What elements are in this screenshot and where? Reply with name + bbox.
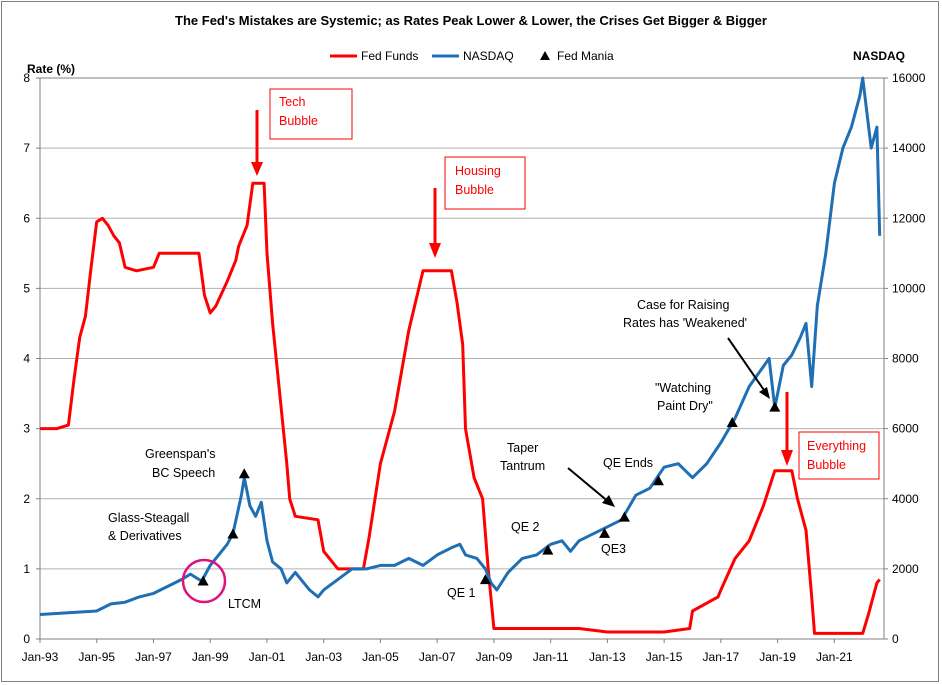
- tech-bubble-box: [269, 88, 353, 140]
- x-tick-label: Jan-21: [816, 650, 853, 664]
- legend-fedfunds-label: Fed Funds: [361, 49, 418, 63]
- everything-bubble-line2: Bubble: [807, 458, 846, 472]
- legend-nasdaq-label: NASDAQ: [463, 49, 514, 63]
- x-tick-label: Jan-13: [589, 650, 626, 664]
- x-tick-label: Jan-11: [533, 650, 569, 664]
- fed-funds-line: [40, 181, 881, 635]
- annotations: LTCM Glass-Steagall & Derivatives Greens…: [108, 88, 880, 611]
- left-tick-label: 8: [23, 71, 30, 85]
- x-tick-label: Jan-19: [759, 650, 796, 664]
- left-axis-title: Rate (%): [27, 62, 75, 76]
- chart-title: The Fed's Mistakes are Systemic; as Rate…: [175, 13, 767, 28]
- housing-bubble-line1: Housing: [455, 164, 501, 178]
- fed-mania-triangle-icon: [227, 528, 239, 539]
- glass-steagall-line1: Glass-Steagall: [108, 511, 189, 525]
- fed-mania-markers: [197, 401, 781, 586]
- x-tick-label: Jan-95: [78, 650, 115, 664]
- tech-bubble-line2: Bubble: [279, 114, 318, 128]
- taper-tantrum-line1: Taper: [507, 441, 538, 455]
- left-tick-label: 0: [23, 632, 30, 646]
- nasdaq-line: [39, 76, 882, 616]
- greenspan-line1: Greenspan's: [145, 447, 215, 461]
- qe3-label: QE3: [601, 542, 626, 556]
- fed-mania-triangle-icon: [769, 401, 781, 412]
- ltcm-circle: [181, 558, 227, 604]
- housing-bubble-arrowhead-icon: [429, 243, 441, 258]
- case-raising-line1: Case for Raising: [637, 298, 729, 312]
- right-axis-title: NASDAQ: [853, 49, 905, 63]
- ltcm-label: LTCM: [228, 597, 261, 611]
- everything-bubble-arrowhead-icon: [781, 450, 793, 466]
- x-tick-label: Jan-99: [192, 650, 229, 664]
- taper-tantrum-line2: Tantrum: [500, 459, 545, 473]
- fed-mania-triangle-icon: [542, 544, 554, 555]
- housing-bubble-box: [444, 156, 526, 210]
- everything-bubble-line1: Everything: [807, 439, 866, 453]
- x-tick-label: Jan-09: [476, 650, 513, 664]
- x-tick-label: Jan-05: [362, 650, 399, 664]
- tech-bubble-line1: Tech: [279, 95, 305, 109]
- fed-mania-triangle-icon: [238, 468, 250, 479]
- left-tick-label: 1: [23, 562, 30, 576]
- watching-paint-line2: Paint Dry": [657, 399, 713, 413]
- right-tick-label: 6000: [892, 422, 919, 436]
- legend-fedmania-triangle-icon: [540, 51, 550, 60]
- case-raising-arrow: [727, 337, 767, 394]
- legend: Fed Funds NASDAQ Fed Mania: [330, 49, 614, 63]
- housing-bubble-line2: Bubble: [455, 183, 494, 197]
- x-tick-label: Jan-15: [646, 650, 683, 664]
- fed-mania-triangle-icon: [479, 574, 491, 585]
- right-tick-label: 14000: [892, 141, 926, 155]
- taper-tantrum-arrow: [567, 467, 611, 504]
- x-tick-label: Jan-07: [419, 650, 456, 664]
- right-tick-label: 16000: [892, 71, 926, 85]
- left-tick-label: 2: [23, 492, 30, 506]
- right-tick-label: 4000: [892, 492, 919, 506]
- fed-mania-triangle-icon: [726, 417, 738, 428]
- plot-area-border: [39, 77, 885, 640]
- legend-fedmania-label: Fed Mania: [557, 49, 614, 63]
- left-tick-label: 7: [23, 141, 30, 155]
- left-tick-label: 5: [23, 281, 30, 295]
- left-tick-label: 4: [23, 352, 30, 366]
- right-tick-label: 12000: [892, 211, 926, 225]
- left-tick-label: 6: [23, 211, 30, 225]
- watching-paint-line1: "Watching: [655, 381, 711, 395]
- x-tick-label: Jan-03: [305, 650, 342, 664]
- right-tick-label: 0: [892, 632, 899, 646]
- fed-mania-triangle-icon: [618, 511, 630, 522]
- qe-ends-label: QE Ends: [603, 456, 653, 470]
- series: [39, 76, 882, 635]
- everything-bubble-box: [798, 431, 880, 480]
- x-tick-label: Jan-17: [703, 650, 740, 664]
- taper-tantrum-arrowhead-icon: [602, 495, 615, 507]
- fed-mania-triangle-icon: [197, 575, 209, 586]
- glass-steagall-line2: & Derivatives: [108, 529, 182, 543]
- qe2-label: QE 2: [511, 520, 540, 534]
- tech-bubble-arrowhead-icon: [251, 162, 263, 176]
- right-tick-label: 2000: [892, 562, 919, 576]
- qe1-label: QE 1: [447, 586, 476, 600]
- case-raising-arrowhead-icon: [759, 387, 770, 399]
- left-tick-label: 3: [23, 422, 30, 436]
- x-tick-label: Jan-97: [135, 650, 172, 664]
- x-tick-label: Jan-93: [22, 650, 59, 664]
- right-tick-label: 10000: [892, 281, 926, 295]
- x-tick-label: Jan-01: [249, 650, 286, 664]
- right-tick-label: 8000: [892, 352, 919, 366]
- case-raising-line2: Rates has 'Weakened': [623, 316, 747, 330]
- greenspan-line2: BC Speech: [152, 466, 215, 480]
- fed-mania-triangle-icon: [652, 475, 664, 486]
- fed-mania-triangle-icon: [599, 527, 611, 538]
